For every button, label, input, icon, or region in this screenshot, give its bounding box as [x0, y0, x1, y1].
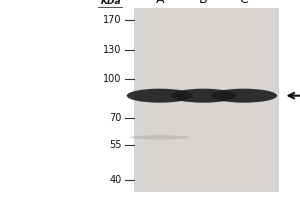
Text: B: B	[199, 0, 208, 6]
Ellipse shape	[170, 89, 236, 103]
Text: KDa: KDa	[101, 0, 122, 6]
Ellipse shape	[211, 89, 277, 103]
Ellipse shape	[130, 135, 190, 140]
Text: 170: 170	[103, 15, 122, 25]
FancyBboxPatch shape	[134, 8, 279, 192]
Text: 40: 40	[109, 175, 122, 185]
Text: 70: 70	[109, 113, 122, 123]
Text: C: C	[240, 0, 248, 6]
Text: 55: 55	[109, 140, 122, 150]
Text: 100: 100	[103, 74, 122, 84]
Ellipse shape	[127, 89, 193, 103]
Text: 130: 130	[103, 45, 122, 55]
Text: A: A	[155, 0, 164, 6]
